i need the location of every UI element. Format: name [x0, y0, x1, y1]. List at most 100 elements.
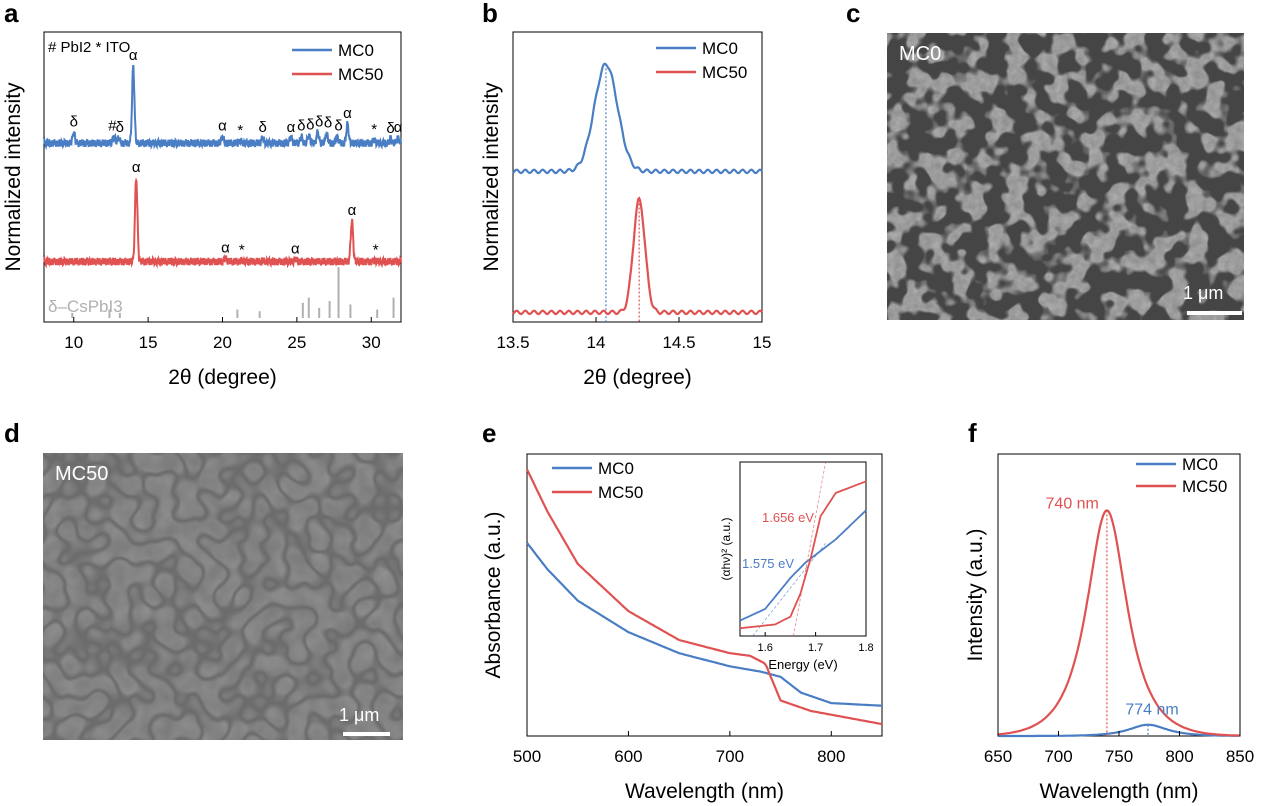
x-tick-label-b: 13.5	[496, 333, 529, 352]
peak-annotation: δ	[386, 120, 394, 137]
plot-frame-b	[512, 31, 763, 323]
scale-bar-d	[343, 732, 390, 736]
legend-label-e: MC50	[598, 483, 643, 502]
sem-image-mc0: MC0 1 μm	[887, 33, 1244, 320]
peak-annotation: α	[218, 118, 227, 135]
series-line-mc50	[997, 509, 1241, 737]
x-axis-label-f: Wavelength (nm)	[1039, 780, 1198, 803]
inset-annotation-mc50: 1.656 eV	[762, 510, 814, 525]
inset-tangent-line-mc50	[793, 461, 827, 637]
legend-label-b: MC50	[702, 63, 747, 82]
peak-annotation: *	[373, 242, 379, 259]
panel-label-a: a	[4, 0, 19, 28]
series-line-mc0	[526, 542, 883, 707]
scale-bar-label-d: 1 μm	[339, 705, 380, 725]
y-axis-label-f: Intensity (a.u.)	[964, 528, 987, 661]
y-axis-label-b: Normalized intensity	[480, 82, 503, 272]
legend-label-b: MC0	[702, 39, 738, 58]
marker-key: # PbI2 * ITO	[48, 39, 130, 56]
peak-label-774: 774 nm	[1125, 702, 1178, 719]
x-tick-label-b: 15	[753, 333, 772, 352]
peak-annotation: δ	[334, 118, 342, 135]
peak-annotation: α	[291, 240, 300, 257]
panel-label-e: e	[482, 418, 497, 448]
peak-annotation: α	[394, 119, 403, 136]
x-tick-label-b: 14.5	[662, 333, 695, 352]
series-line-mc50	[512, 196, 763, 316]
x-axis-label-a: 2θ (degree)	[168, 366, 277, 389]
x-tick-label-e: 600	[614, 747, 642, 766]
legend-label-a: MC0	[338, 41, 374, 60]
x-tick-label-a: 30	[362, 333, 381, 352]
series-line-mc0	[512, 62, 763, 175]
legend-label-f: MC0	[1182, 455, 1218, 474]
x-tick-label-b: 14	[587, 333, 606, 352]
scale-bar-label-c: 1 μm	[1183, 283, 1224, 303]
absorbance-chart-e: MC0 MC50 500 600 700 800 Wavelength (nm) Absorb…	[482, 453, 883, 803]
inset-y-axis-label: (αhν)² (a.u.)	[719, 518, 733, 581]
peak-annotation: α	[287, 119, 296, 136]
reference-label: δ–CsPbI3	[48, 297, 123, 316]
peak-label-740: 740 nm	[1046, 495, 1099, 512]
plot-frame-f	[997, 453, 1241, 737]
sem-texture-mc50	[43, 453, 403, 740]
sem-label-mc50: MC50	[55, 463, 109, 485]
legend-label-a: MC50	[338, 65, 383, 84]
peak-annotation: #	[108, 118, 117, 135]
peak-annotation: δ	[70, 113, 78, 130]
x-axis-label-b: 2θ (degree)	[583, 366, 692, 389]
pl-chart-f: 740 nm 774 nm MC0 MC50 650 700 750 800 850 Wavele…	[964, 453, 1254, 803]
x-tick-label-a: 25	[287, 333, 306, 352]
x-tick-label-e: 500	[513, 747, 541, 766]
peak-annotation: δ	[306, 117, 314, 134]
legend-label-f: MC50	[1182, 477, 1227, 496]
x-tick-label-a: 20	[213, 333, 232, 352]
series-line-mc50	[43, 177, 402, 269]
panel-label-b: b	[482, 0, 498, 28]
x-tick-label-f: 700	[1044, 747, 1072, 766]
inset-x-axis-label: Energy (eV)	[768, 657, 837, 672]
peak-annotation: δ	[258, 119, 266, 136]
inset-frame	[739, 461, 867, 637]
x-tick-label-f: 800	[1165, 747, 1193, 766]
peak-annotation: δ	[324, 115, 332, 132]
panel-label-f: f	[968, 418, 977, 448]
x-tick-label-f: 850	[1226, 747, 1254, 766]
peak-annotation: α	[221, 239, 230, 256]
plot-frame-e	[526, 453, 883, 737]
y-axis-label-a: Normalized intensity	[2, 82, 25, 272]
xrd-zoom-chart-b: MC0 MC50 13.5 14 14.5 15 2θ (degree) Normalized…	[480, 31, 772, 389]
peak-annotation: α	[129, 47, 138, 64]
inset-x-tick-label: 1.6	[758, 642, 773, 654]
sem-texture-mc0	[887, 33, 1244, 320]
inset-series-line-mc0	[739, 509, 867, 622]
sem-label-mc0: MC0	[899, 43, 942, 65]
y-axis-label-e: Absorbance (a.u.)	[482, 512, 505, 679]
x-tick-label-a: 10	[64, 333, 83, 352]
inset-annotation-mc0: 1.575 eV	[742, 556, 794, 571]
legend-label-e: MC0	[598, 459, 634, 478]
peak-annotation: α	[343, 105, 352, 122]
peak-annotation: *	[237, 122, 243, 139]
peak-annotation: δ	[315, 113, 323, 130]
inset-x-tick-label: 1.7	[808, 642, 823, 654]
peak-annotation: *	[239, 242, 245, 259]
peak-annotation: *	[371, 121, 377, 138]
panel-label-c: c	[846, 0, 861, 28]
peak-annotation: α	[132, 159, 141, 176]
series-line-mc50	[526, 468, 883, 726]
x-tick-label-e: 700	[716, 747, 744, 766]
peak-annotation: δ	[297, 118, 305, 135]
scale-bar-c	[1187, 311, 1242, 315]
peak-annotation: α	[348, 202, 357, 219]
x-tick-label-f: 750	[1105, 747, 1133, 766]
series-line-mc0	[43, 64, 402, 151]
peak-annotation: δ	[116, 119, 124, 136]
x-tick-label-f: 650	[984, 747, 1012, 766]
sem-image-mc50: MC50 1 μm	[43, 453, 403, 740]
x-axis-label-e: Wavelength (nm)	[625, 780, 784, 803]
x-tick-label-a: 15	[139, 333, 158, 352]
panel-label-d: d	[4, 418, 20, 448]
x-tick-label-e: 800	[817, 747, 845, 766]
